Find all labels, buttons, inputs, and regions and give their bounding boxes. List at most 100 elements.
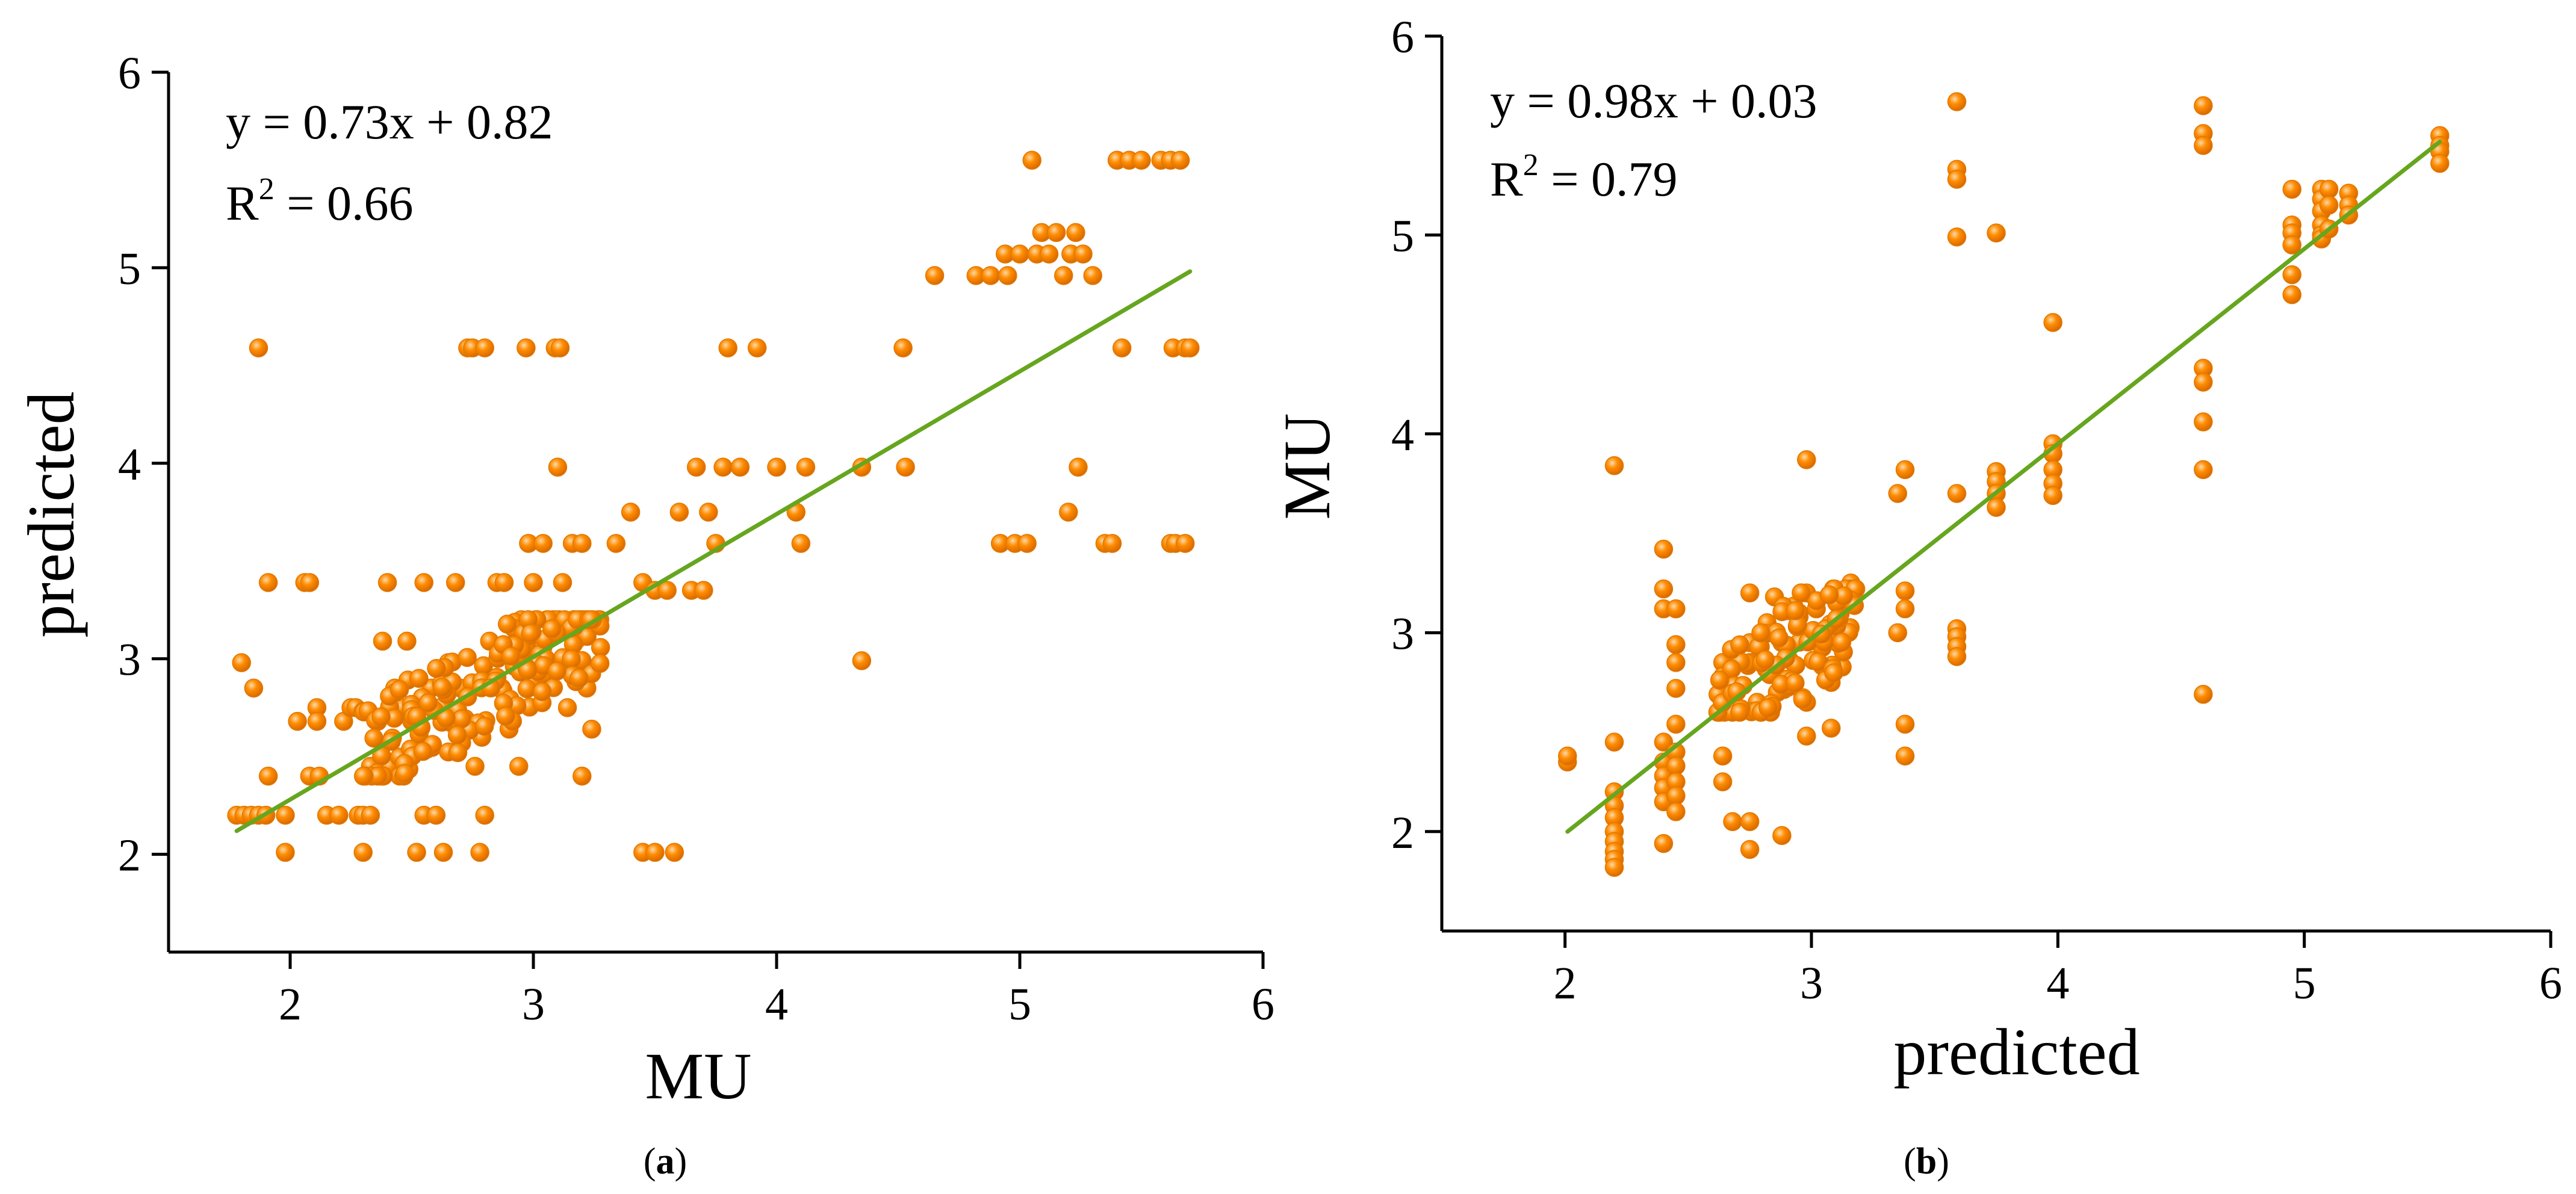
panel-b-y-tick-label: 4 <box>1391 410 1414 460</box>
panel-a-point <box>896 457 915 477</box>
panel-b-y-tick-label: 3 <box>1391 608 1414 659</box>
panel-b-x-tick-label: 3 <box>1800 958 1823 1009</box>
panel-b-point <box>1751 623 1771 643</box>
panel-a-point <box>645 843 665 862</box>
panel-b-y-tick-label: 5 <box>1391 211 1414 261</box>
panel-a-point <box>407 843 426 862</box>
panel-b-point <box>1758 698 1778 717</box>
panel-b-x-tick-label: 6 <box>2539 958 2562 1009</box>
panel-b-point <box>1895 599 1915 619</box>
panel-a-point <box>550 338 570 357</box>
panel-a-point <box>686 457 706 477</box>
panel-b-point <box>2194 412 2213 432</box>
panel-b-point <box>1819 585 1839 605</box>
panel-b-point <box>1666 714 1686 734</box>
panel-a-point <box>371 707 391 726</box>
panel-a-fit-line <box>234 269 1193 834</box>
panel-b-point <box>2319 196 2339 215</box>
panel-a-point <box>925 266 945 285</box>
panel-b-point <box>1786 673 1805 693</box>
panel-a-point <box>458 648 477 667</box>
panel-a-point <box>496 707 515 726</box>
panel-a-point <box>1022 150 1041 170</box>
panel-a-point <box>427 658 446 678</box>
panel-b-point <box>1654 732 1674 752</box>
panel-a: 2 3 4 5 6 2 3 4 5 6 y = 0.73x + 0.82 R2 = 0.66 MU… <box>14 48 1274 1182</box>
panel-b-point <box>2282 265 2301 285</box>
panel-b-point <box>1654 579 1674 599</box>
panel-a-point <box>533 534 553 553</box>
panel-a-point <box>448 743 468 762</box>
panel-b-point <box>1947 92 1967 111</box>
panel-a-point <box>621 503 641 522</box>
panel-a-point <box>998 266 1017 285</box>
panel-a-point <box>547 661 566 681</box>
panel-a-point <box>364 728 383 748</box>
panel-a-point <box>548 457 568 477</box>
panel-a-point <box>1175 534 1195 553</box>
panel-b-point <box>1666 653 1686 672</box>
panel-b-point <box>1740 840 1760 859</box>
panel-a-point <box>475 805 494 825</box>
panel-b-point <box>1947 170 1967 189</box>
panel-a-point <box>426 805 446 825</box>
panel-a-point <box>258 766 278 786</box>
panel-a-point <box>524 573 543 592</box>
panel-a-point <box>1066 223 1085 243</box>
panel-b-x-tick-label: 2 <box>1554 958 1577 1009</box>
panel-b-y-tick-label: 6 <box>1391 12 1414 63</box>
panel-b-point <box>1666 635 1686 654</box>
panel-a-point <box>553 573 573 592</box>
panel-a-y-tick-label: 2 <box>118 831 141 881</box>
panel-a-point <box>494 573 514 592</box>
panel-a-point <box>470 843 489 862</box>
panel-a-point <box>395 764 415 783</box>
panel-a-point <box>509 756 529 776</box>
panel-b-point <box>1821 719 1841 738</box>
panel-a-y-tick-label: 6 <box>118 48 141 99</box>
panel-a-point <box>542 619 562 639</box>
panel-a-point <box>590 654 610 673</box>
panel-a-point <box>288 711 307 731</box>
panel-b-x-tick-label: 5 <box>2293 958 2316 1009</box>
panel-a-point <box>557 698 577 717</box>
panel-b-point <box>1824 663 1843 682</box>
panel-b-r2: R2 = 0.79 <box>1490 148 1677 206</box>
panel-a-x-tick-label: 4 <box>765 979 788 1030</box>
panel-a-equation: y = 0.73x + 0.82 <box>226 94 553 149</box>
panel-a-point <box>244 678 264 698</box>
panel-a-point <box>582 719 601 739</box>
panel-b-xlabel: predicted <box>1893 1015 2140 1089</box>
panel-a-point <box>1083 266 1102 285</box>
panel-a-point <box>699 503 718 522</box>
panel-a-point <box>1073 244 1093 264</box>
panel-b-point <box>1666 802 1686 821</box>
panel-b-point <box>1654 834 1674 853</box>
panel-b-point <box>1666 756 1686 776</box>
panel-a-point <box>377 573 397 592</box>
panel-b-point <box>1755 650 1775 669</box>
panel-a-point <box>447 725 467 745</box>
panel-a-point <box>573 766 592 786</box>
panel-a-point <box>300 573 320 592</box>
panel-a-point <box>718 338 737 357</box>
panel-b-point <box>1730 635 1749 655</box>
panel-a-point <box>249 338 268 357</box>
panel-a-point <box>433 843 453 862</box>
panel-b-point <box>1604 456 1624 475</box>
panel-b-point <box>2194 373 2213 392</box>
panel-b-point <box>1710 670 1730 690</box>
panel-b-point <box>1895 714 1915 734</box>
panel-b-point <box>2043 486 2062 506</box>
panel-a-point <box>981 266 1001 285</box>
panel-b-point <box>1987 223 2006 243</box>
panel-a-caption: (a) <box>644 1141 687 1182</box>
panel-a-point <box>747 338 767 357</box>
panel-a-point <box>307 711 327 731</box>
panel-a-point <box>1010 244 1029 264</box>
panel-a-point <box>1017 534 1037 553</box>
panel-b-point <box>2194 96 2213 116</box>
panel-b-x-tick-label: 4 <box>2046 958 2069 1009</box>
panel-a-point <box>665 843 684 862</box>
